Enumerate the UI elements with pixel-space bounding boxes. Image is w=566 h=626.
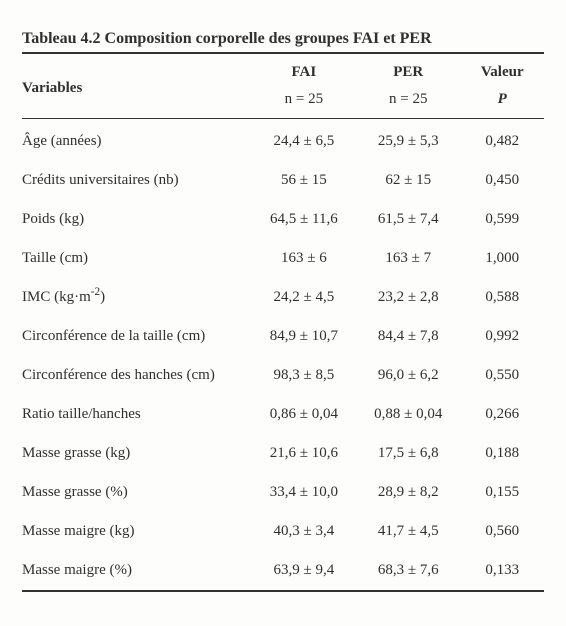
table-row: Circonférence de la taille (cm)84,9 ± 10… bbox=[22, 317, 544, 356]
cell-per: 0,88 ± 0,04 bbox=[356, 395, 460, 434]
cell-pvalue: 0,133 bbox=[460, 551, 544, 591]
table-row: Masse grasse (kg)21,6 ± 10,617,5 ± 6,80,… bbox=[22, 434, 544, 473]
cell-fai: 40,3 ± 3,4 bbox=[252, 512, 356, 551]
cell-fai: 98,3 ± 8,5 bbox=[252, 356, 356, 395]
cell-variable: Ratio taille/hanches bbox=[22, 395, 252, 434]
table-row: Masse grasse (%)33,4 ± 10,028,9 ± 8,20,1… bbox=[22, 473, 544, 512]
cell-fai: 64,5 ± 11,6 bbox=[252, 200, 356, 239]
cell-pvalue: 0,266 bbox=[460, 395, 544, 434]
cell-per: 68,3 ± 7,6 bbox=[356, 551, 460, 591]
cell-variable: Masse grasse (kg) bbox=[22, 434, 252, 473]
cell-pvalue: 0,450 bbox=[460, 161, 544, 200]
col-subheader-fai-n: n = 25 bbox=[252, 87, 356, 119]
cell-pvalue: 0,482 bbox=[460, 119, 544, 162]
table-row: Ratio taille/hanches0,86 ± 0,040,88 ± 0,… bbox=[22, 395, 544, 434]
cell-per: 28,9 ± 8,2 bbox=[356, 473, 460, 512]
cell-per: 17,5 ± 6,8 bbox=[356, 434, 460, 473]
cell-pvalue: 0,550 bbox=[460, 356, 544, 395]
col-header-valeur: Valeur bbox=[460, 53, 544, 87]
cell-per: 62 ± 15 bbox=[356, 161, 460, 200]
cell-fai: 63,9 ± 9,4 bbox=[252, 551, 356, 591]
cell-fai: 21,6 ± 10,6 bbox=[252, 434, 356, 473]
cell-pvalue: 0,599 bbox=[460, 200, 544, 239]
cell-variable: Masse grasse (%) bbox=[22, 473, 252, 512]
cell-variable: Circonférence des hanches (cm) bbox=[22, 356, 252, 395]
col-subheader-p: P bbox=[460, 87, 544, 119]
table-header: Variables FAI PER Valeur n = 25 n = 25 P bbox=[22, 53, 544, 119]
cell-variable: IMC (kg·m-2) bbox=[22, 278, 252, 317]
table-row: IMC (kg·m-2)24,2 ± 4,523,2 ± 2,80,588 bbox=[22, 278, 544, 317]
cell-variable: Taille (cm) bbox=[22, 239, 252, 278]
cell-pvalue: 0,188 bbox=[460, 434, 544, 473]
table-row: Crédits universitaires (nb)56 ± 1562 ± 1… bbox=[22, 161, 544, 200]
cell-variable: Masse maigre (%) bbox=[22, 551, 252, 591]
cell-per: 163 ± 7 bbox=[356, 239, 460, 278]
cell-pvalue: 1,000 bbox=[460, 239, 544, 278]
col-header-fai: FAI bbox=[252, 53, 356, 87]
col-header-per: PER bbox=[356, 53, 460, 87]
col-subheader-per-n: n = 25 bbox=[356, 87, 460, 119]
cell-pvalue: 0,992 bbox=[460, 317, 544, 356]
cell-fai: 163 ± 6 bbox=[252, 239, 356, 278]
cell-fai: 56 ± 15 bbox=[252, 161, 356, 200]
table-row: Masse maigre (%)63,9 ± 9,468,3 ± 7,60,13… bbox=[22, 551, 544, 591]
cell-per: 96,0 ± 6,2 bbox=[356, 356, 460, 395]
col-header-variables: Variables bbox=[22, 53, 252, 119]
cell-variable: Circonférence de la taille (cm) bbox=[22, 317, 252, 356]
cell-per: 23,2 ± 2,8 bbox=[356, 278, 460, 317]
table-row: Poids (kg)64,5 ± 11,661,5 ± 7,40,599 bbox=[22, 200, 544, 239]
cell-variable: Masse maigre (kg) bbox=[22, 512, 252, 551]
table-caption: Tableau 4.2 Composition corporelle des g… bbox=[22, 30, 544, 52]
table-page: Tableau 4.2 Composition corporelle des g… bbox=[0, 0, 566, 618]
cell-per: 41,7 ± 4,5 bbox=[356, 512, 460, 551]
cell-fai: 24,2 ± 4,5 bbox=[252, 278, 356, 317]
table-row: Âge (années)24,4 ± 6,525,9 ± 5,30,482 bbox=[22, 119, 544, 162]
cell-variable: Âge (années) bbox=[22, 119, 252, 162]
cell-pvalue: 0,155 bbox=[460, 473, 544, 512]
cell-fai: 84,9 ± 10,7 bbox=[252, 317, 356, 356]
cell-variable: Crédits universitaires (nb) bbox=[22, 161, 252, 200]
cell-fai: 24,4 ± 6,5 bbox=[252, 119, 356, 162]
cell-pvalue: 0,560 bbox=[460, 512, 544, 551]
table-body: Âge (années)24,4 ± 6,525,9 ± 5,30,482Cré… bbox=[22, 119, 544, 592]
cell-fai: 0,86 ± 0,04 bbox=[252, 395, 356, 434]
data-table: Variables FAI PER Valeur n = 25 n = 25 P… bbox=[22, 52, 544, 592]
cell-per: 84,4 ± 7,8 bbox=[356, 317, 460, 356]
cell-per: 61,5 ± 7,4 bbox=[356, 200, 460, 239]
table-row: Taille (cm)163 ± 6163 ± 71,000 bbox=[22, 239, 544, 278]
table-row: Circonférence des hanches (cm)98,3 ± 8,5… bbox=[22, 356, 544, 395]
table-row: Masse maigre (kg)40,3 ± 3,441,7 ± 4,50,5… bbox=[22, 512, 544, 551]
cell-pvalue: 0,588 bbox=[460, 278, 544, 317]
cell-variable: Poids (kg) bbox=[22, 200, 252, 239]
cell-fai: 33,4 ± 10,0 bbox=[252, 473, 356, 512]
cell-per: 25,9 ± 5,3 bbox=[356, 119, 460, 162]
